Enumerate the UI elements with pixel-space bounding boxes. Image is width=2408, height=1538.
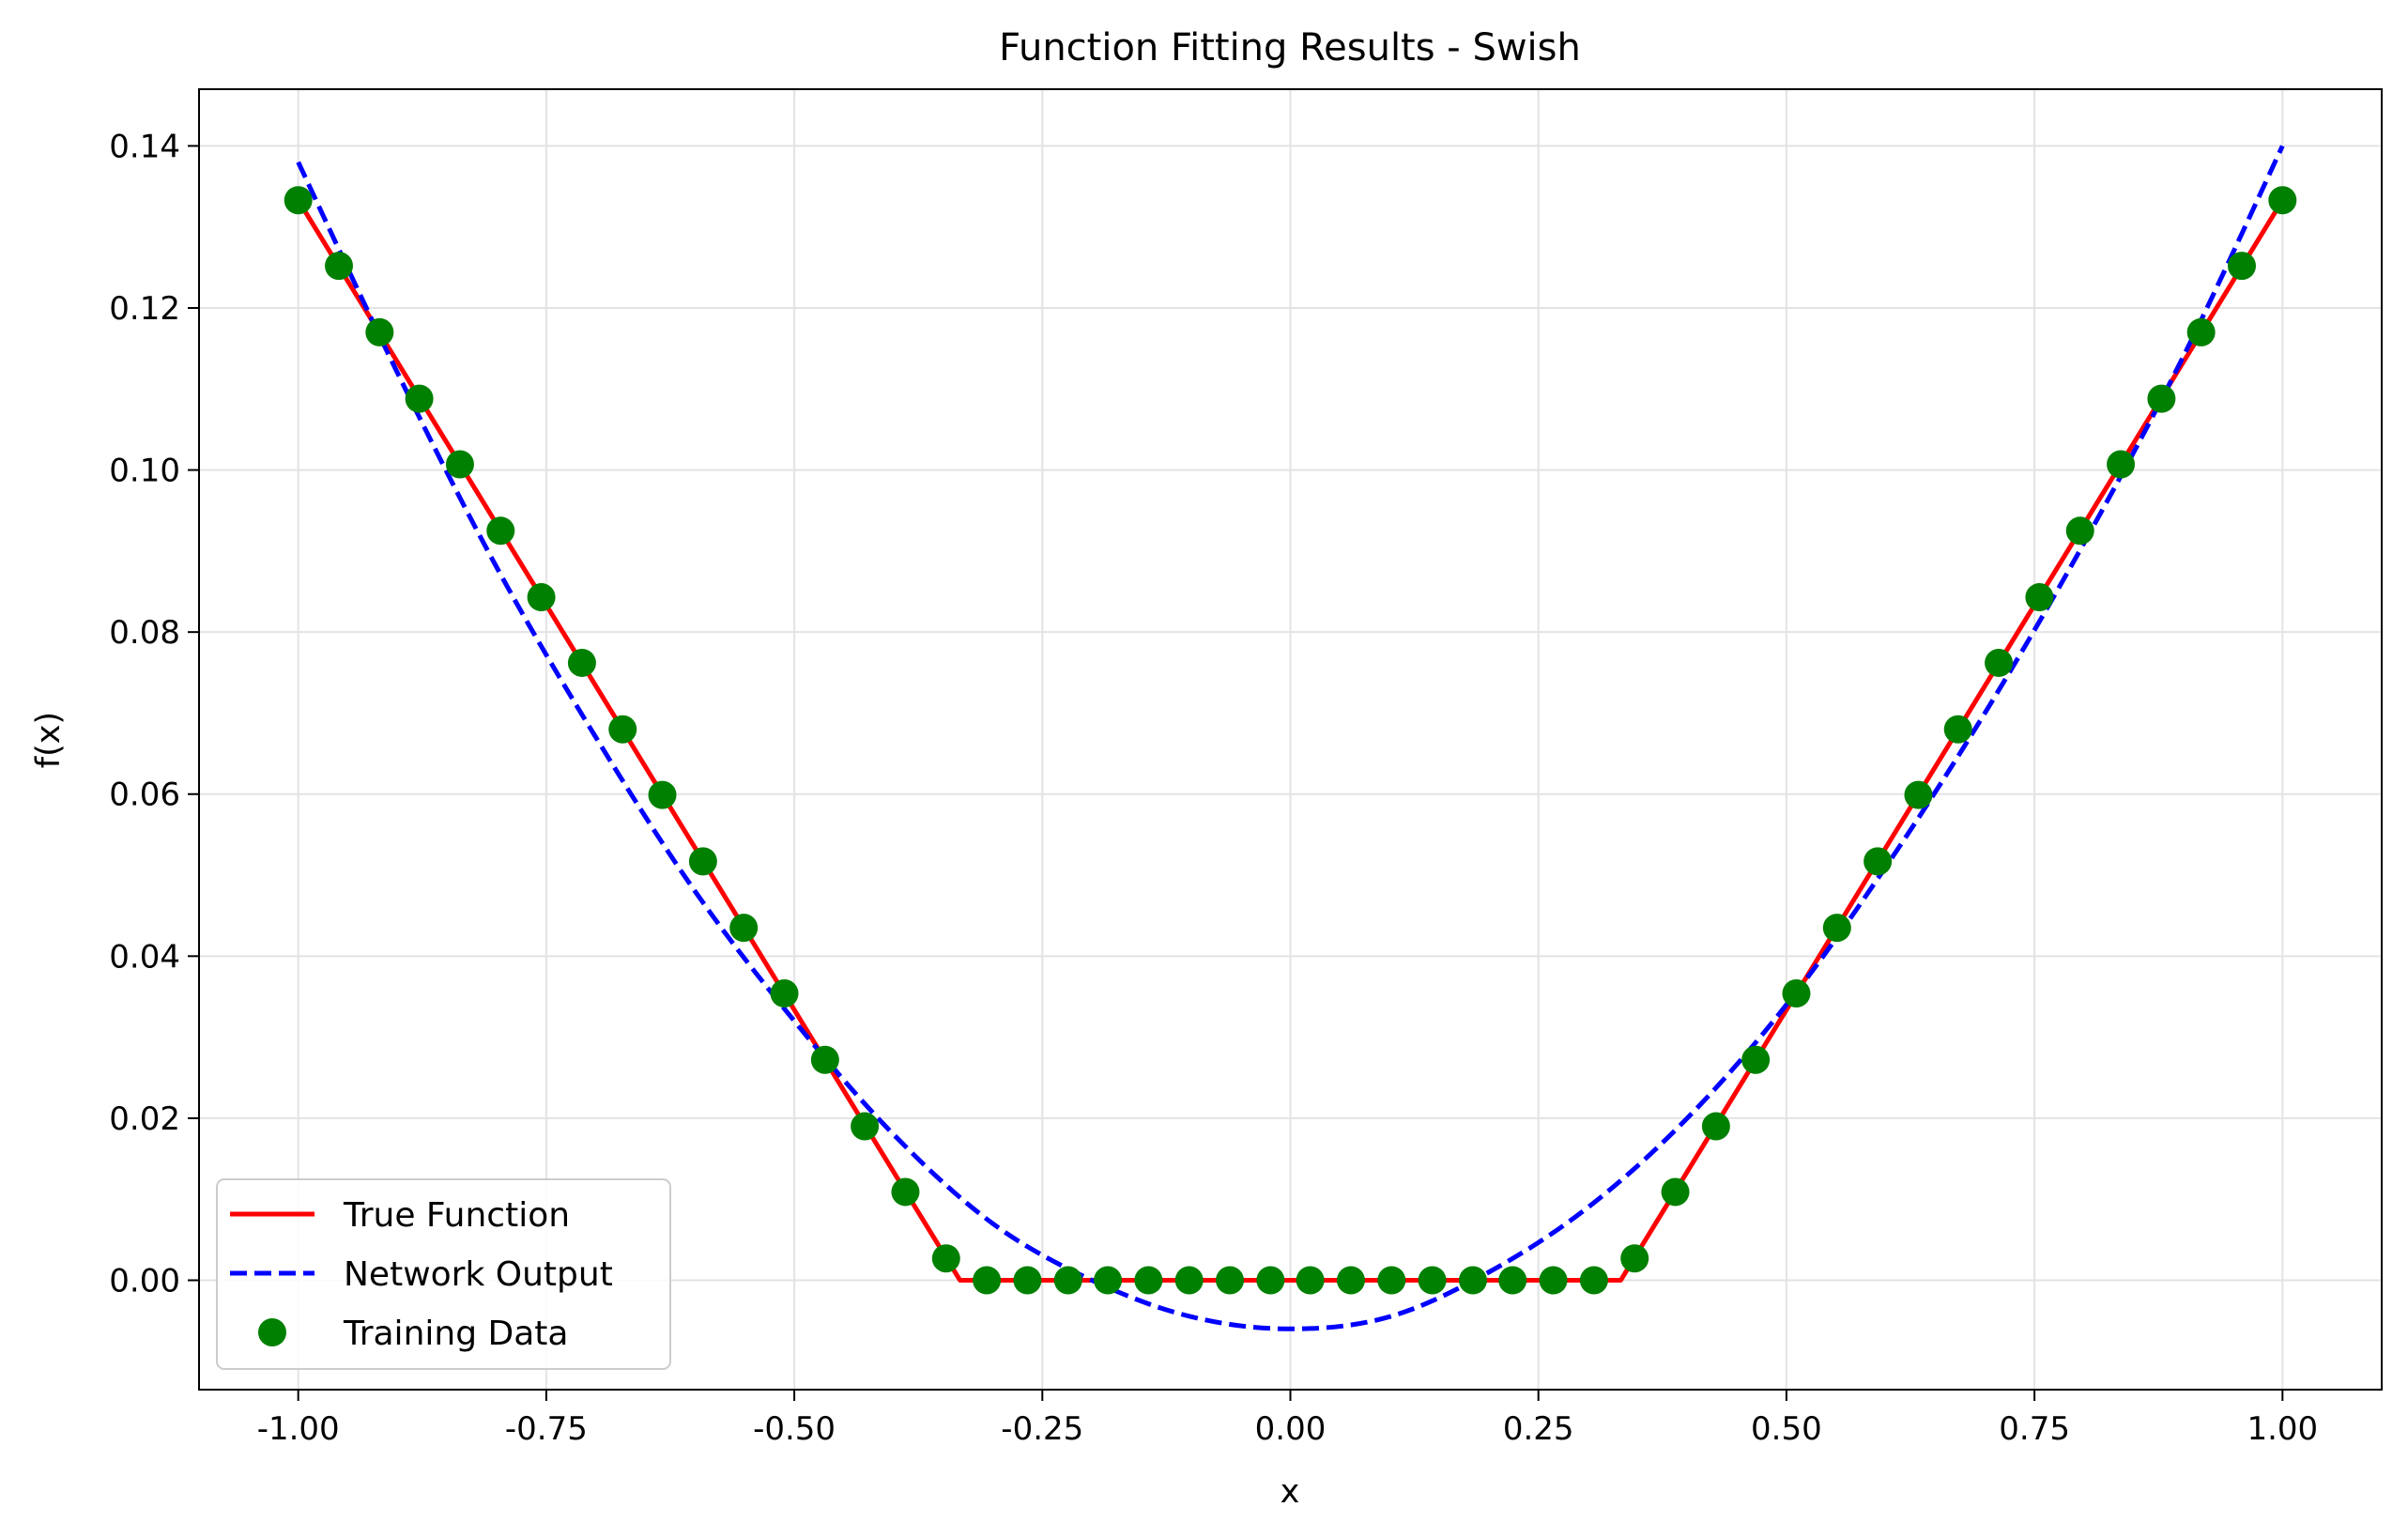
y-tick-label: 0.00	[109, 1263, 180, 1300]
training-data-point	[1377, 1266, 1406, 1295]
legend-network-output-label: Network Output	[344, 1255, 613, 1294]
training-data-point	[1539, 1266, 1568, 1295]
training-data-point	[1256, 1266, 1285, 1295]
training-data-point	[405, 384, 434, 413]
training-data-point	[527, 583, 556, 612]
training-data-point	[1498, 1266, 1527, 1295]
training-data-point	[931, 1244, 960, 1273]
training-data-point	[770, 979, 799, 1008]
y-tick-label: 0.08	[109, 614, 180, 652]
training-data-point	[1134, 1266, 1163, 1295]
training-data-point	[1458, 1266, 1487, 1295]
training-data-point	[608, 715, 637, 744]
x-axis-label: x	[1281, 1473, 1300, 1511]
training-data-point	[2107, 450, 2136, 479]
training-data-point	[1985, 648, 2014, 677]
series-network-output-line	[296, 145, 2285, 1331]
training-data-point	[1741, 1045, 1771, 1074]
training-data-point	[1094, 1266, 1123, 1295]
training-data-point	[1579, 1266, 1608, 1295]
x-tick-label: 1.00	[2247, 1410, 2318, 1448]
y-tick-label: 0.06	[109, 777, 180, 814]
training-data-point	[1822, 914, 1851, 943]
training-data-point	[1013, 1266, 1042, 1295]
training-data-point	[1943, 715, 1972, 744]
legend: True Function Network Output Training Da…	[216, 1178, 671, 1370]
training-data-point	[1174, 1266, 1204, 1295]
training-data-point	[648, 780, 677, 809]
y-axis: 0.00 0.02 0.04 0.06 0.08 0.10 0.12 0.14	[109, 128, 199, 1300]
chart-title: Function Fitting Results - Swish	[999, 26, 1581, 69]
x-tick-label: -0.25	[1001, 1410, 1083, 1448]
training-data-point	[1336, 1266, 1365, 1295]
training-data-point	[1904, 780, 1933, 809]
training-data-point	[1864, 847, 1893, 876]
training-data-point	[729, 914, 759, 943]
y-axis-label: f(x)	[30, 712, 68, 768]
training-data-point	[486, 516, 515, 546]
training-data-point	[1782, 979, 1811, 1008]
training-data-point	[1418, 1266, 1447, 1295]
training-data-point	[284, 186, 313, 215]
y-tick-label: 0.02	[109, 1100, 180, 1138]
training-data-point	[1620, 1244, 1649, 1273]
training-data-point	[365, 317, 394, 346]
training-data-point	[2227, 252, 2256, 281]
y-tick-label: 0.04	[109, 938, 180, 976]
training-data-point	[891, 1177, 920, 1207]
x-tick-label: -1.00	[257, 1410, 340, 1448]
training-data-point	[1053, 1266, 1082, 1295]
y-tick-label: 0.12	[109, 290, 180, 328]
x-tick-label: 0.50	[1751, 1410, 1822, 1448]
legend-box	[216, 1178, 671, 1370]
x-tick-label: -0.75	[505, 1410, 588, 1448]
training-data-point	[1296, 1266, 1325, 1295]
training-data-point	[325, 252, 354, 281]
legend-training-data-swatch	[258, 1318, 286, 1346]
training-data-point	[2025, 583, 2054, 612]
y-tick-label: 0.10	[109, 453, 180, 490]
training-data-point	[1701, 1112, 1730, 1141]
legend-training-data-label: Training Data	[343, 1315, 568, 1353]
training-data-point	[445, 450, 474, 479]
x-axis: -1.00 -0.75 -0.50 -0.25 0.00 0.25 0.50 0.75 1.00	[257, 1390, 2318, 1448]
training-data-point	[810, 1045, 839, 1074]
training-data-point	[851, 1112, 880, 1141]
training-data-point	[1661, 1177, 1690, 1207]
training-data-point	[973, 1266, 1002, 1295]
training-data-point	[567, 648, 596, 677]
x-tick-label: 0.00	[1255, 1410, 1327, 1448]
y-tick-label: 0.14	[109, 128, 180, 165]
legend-true-function-label: True Function	[343, 1196, 570, 1235]
plot-area	[284, 145, 2297, 1331]
training-data-point	[2186, 317, 2216, 346]
x-tick-label: -0.50	[753, 1410, 836, 1448]
training-data-point	[2065, 516, 2094, 546]
training-data-point	[1216, 1266, 1245, 1295]
x-tick-label: 0.75	[1999, 1410, 2070, 1448]
training-data-point	[2268, 186, 2297, 215]
training-data-point	[688, 847, 717, 876]
x-tick-label: 0.25	[1503, 1410, 1574, 1448]
training-data-point	[2147, 384, 2176, 413]
